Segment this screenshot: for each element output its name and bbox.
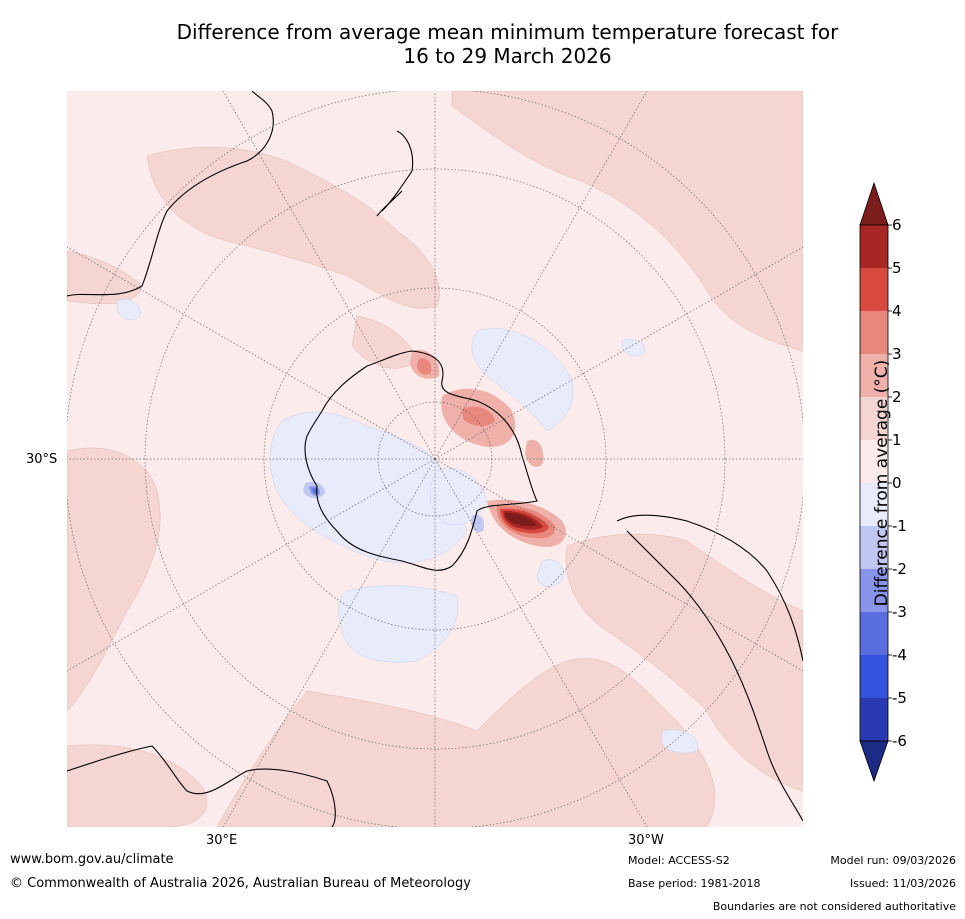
colorbar-tick-label: 4 [892,302,902,320]
coastline-africa [67,745,336,827]
coastline-australia [67,91,274,297]
colorbar-tick-label: -5 [892,689,907,707]
coastline-south-america [616,514,803,822]
colorbar-bin [860,526,888,569]
footer-base-period: Base period: 1981-2018 [628,877,761,890]
colorbar-extend-high [859,181,889,226]
colorbar-bin [860,483,888,526]
meridian-60w [434,458,803,672]
colorbar-tick-label: 5 [892,259,902,277]
colorbar-title: Difference from average (°C) [872,359,892,607]
meridian-30w [434,458,648,827]
meridian-60e [67,458,436,672]
latitude-circle-40s [144,168,726,750]
footer-disclaimer: Boundaries are not considered authoritat… [712,900,956,913]
colorbar-bin [860,268,888,311]
colorbar: 6 5 4 3 2 1 0 -1 -2 -3 -4 -5 -6 [859,181,907,783]
colorbar-bin [860,569,888,612]
temperature-anomaly-map [67,91,803,827]
colorbar-bin [860,440,888,483]
colorbar-bin [860,311,888,354]
colorbar-tick-label: -6 [892,732,907,750]
latitude-circle-60s [263,287,607,631]
coastline-new-zealand [376,130,414,217]
colorbar-tick-label: -2 [892,560,907,578]
meridian-150w [434,91,648,460]
title-line-2: 16 to 29 March 2026 [403,44,612,68]
colorbar-bin [860,612,888,655]
colorbar-bin [860,354,888,397]
meridian-120e [67,246,436,460]
meridian-150e [222,91,436,460]
footer-issued: Issued: 11/03/2026 [849,877,956,890]
colorbar-tick-label: 3 [892,345,902,363]
colorbar-tick-label: -3 [892,603,907,621]
footer-website[interactable]: www.bom.gov.au/climate [10,852,174,867]
colorbar-tick-label: -4 [892,646,907,664]
coastlines [67,91,803,827]
anomaly-bin-1-to-2 [67,91,803,827]
coastline-antarctica [304,350,538,571]
colorbar-tick-label: 6 [892,216,902,234]
title-line-1: Difference from average mean minimum tem… [176,20,839,44]
label-30w: 30°W [628,833,664,848]
colorbar-bin [860,397,888,440]
map-title: Difference from average mean minimum tem… [0,20,965,68]
footer-model: Model: ACCESS-S2 [628,854,730,867]
meridian-120w [434,246,803,460]
graticule [67,91,803,827]
meridian-30e [222,458,436,827]
colorbar-extend-low [859,740,889,783]
label-30s: 30°S [26,452,58,467]
colorbar-tick-label: 2 [892,388,902,406]
label-30e: 30°E [206,833,238,848]
anomaly-bin-minus1-to-0 [116,298,698,754]
colorbar-tick-label: -1 [892,517,907,535]
anomaly-bin-above-6 [505,512,537,527]
colorbar-bin [860,225,888,268]
colorbar-tick-label: 1 [892,431,902,449]
colorbar-tick-label: 0 [892,474,902,492]
colorbar-bin [860,698,888,741]
colorbar-bin [860,655,888,698]
footer-copyright: © Commonwealth of Australia 2026, Austra… [10,876,471,891]
footer-model-run: Model run: 09/03/2026 [830,854,956,867]
